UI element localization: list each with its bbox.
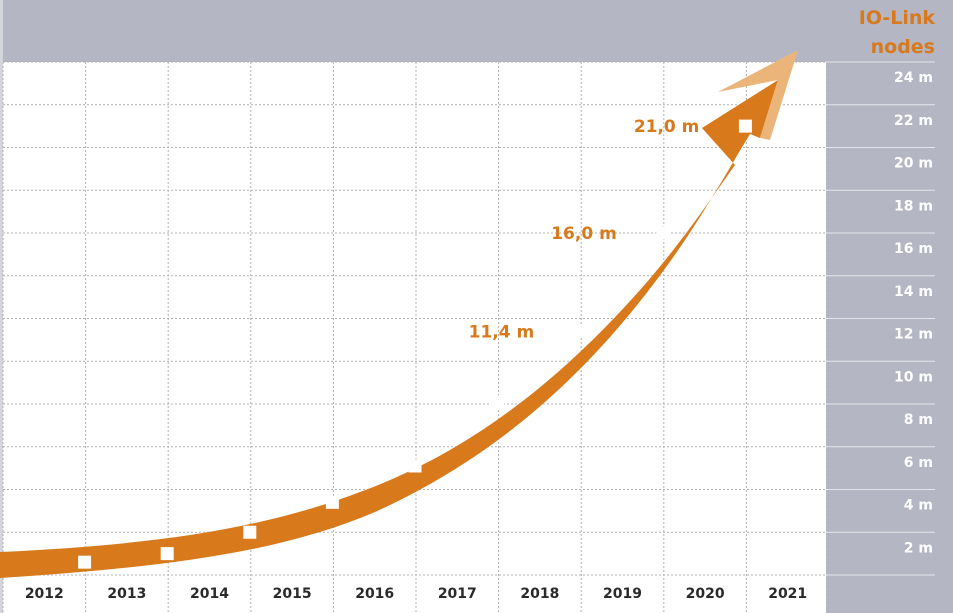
- y-tick-label: 4 m: [904, 498, 933, 514]
- data-marker: [243, 525, 257, 539]
- left-border: [0, 0, 3, 613]
- y-tick-label: 8 m: [904, 412, 933, 428]
- x-tick-label: 2016: [355, 586, 394, 602]
- x-tick-label: 2019: [603, 586, 642, 602]
- data-marker: [656, 226, 670, 240]
- data-annotation-label: 16,0 m: [551, 224, 617, 244]
- y-tick-label: 12 m: [894, 327, 933, 343]
- x-tick-label: 2020: [686, 586, 725, 602]
- data-annotations: 11,4 m 16,0 m 21,0 m: [469, 117, 700, 342]
- data-annotation-label: 11,4 m: [469, 322, 535, 342]
- data-marker: [408, 459, 422, 473]
- header-band: [0, 0, 953, 62]
- y-tick-label: 16 m: [894, 241, 933, 257]
- y-axis-ticks: 2 m 4 m 6 m 8 m 10 m 12 m 14 m 16 m 18 m 20 m 22 m…: [894, 70, 933, 556]
- data-marker: [573, 324, 587, 338]
- data-marker: [738, 119, 752, 133]
- data-marker: [160, 547, 174, 561]
- y-axis-panel: [826, 0, 953, 613]
- data-marker: [325, 495, 339, 509]
- y-tick-label: 20 m: [894, 156, 933, 172]
- y-axis-panel-lines: [826, 61, 935, 576]
- y-tick-label: 6 m: [904, 455, 933, 471]
- x-tick-label: 2015: [273, 586, 312, 602]
- x-tick-label: 2017: [438, 586, 477, 602]
- growth-arrow-tip-highlight: [718, 50, 798, 140]
- x-axis-ticks: 2012 2013 2014 2015 2016 2017 2018 2019 2020 2021: [25, 586, 807, 602]
- x-tick-label: 2013: [107, 586, 146, 602]
- y-tick-label: 18 m: [894, 198, 933, 214]
- chart-title-line1: IO-Link: [859, 7, 936, 29]
- y-tick-label: 14 m: [894, 284, 933, 300]
- data-marker: [78, 555, 92, 569]
- x-tick-label: 2021: [768, 586, 807, 602]
- chart-title-line2: nodes: [871, 36, 935, 58]
- y-tick-label: 24 m: [894, 70, 933, 86]
- x-tick-label: 2014: [190, 586, 229, 602]
- y-tick-label: 22 m: [894, 113, 933, 129]
- y-tick-label: 10 m: [894, 369, 933, 385]
- data-markers: [78, 119, 752, 569]
- data-marker: [491, 395, 505, 409]
- x-tick-label: 2018: [520, 586, 559, 602]
- plot-area: [3, 62, 826, 613]
- y-tick-label: 2 m: [904, 540, 933, 556]
- x-tick-label: 2012: [25, 586, 64, 602]
- data-annotation-label: 21,0 m: [634, 117, 700, 137]
